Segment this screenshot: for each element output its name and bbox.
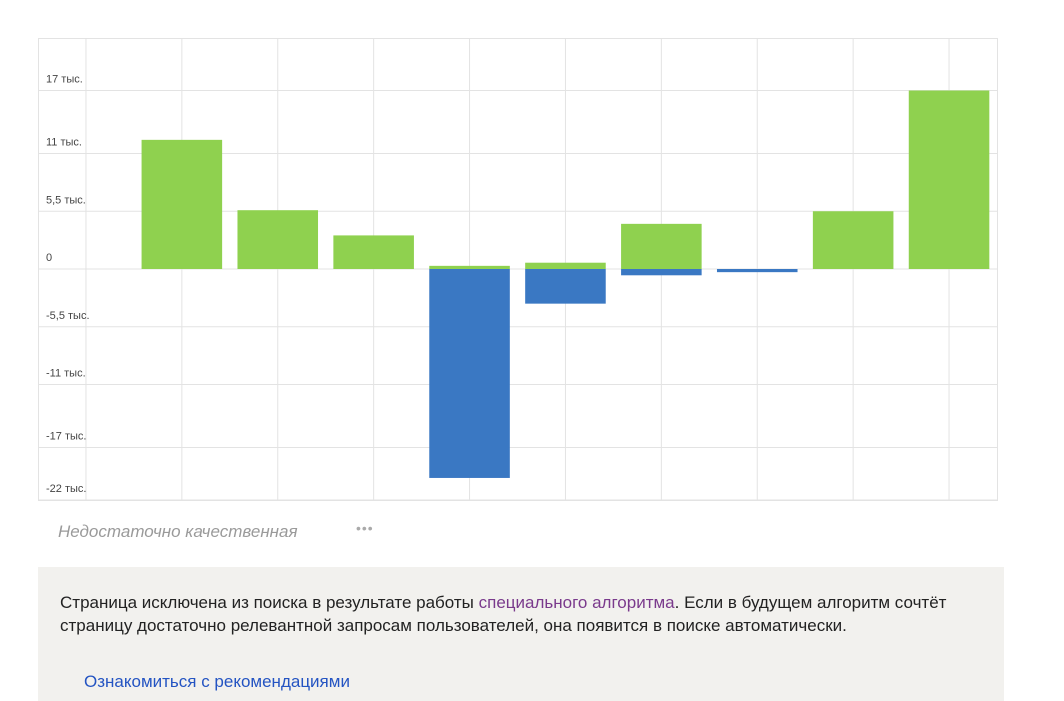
y-tick-label: -11 тыс. xyxy=(46,368,86,380)
notice-text: Страница исключена из поиска в результат… xyxy=(60,593,479,612)
bar xyxy=(237,210,319,269)
y-tick-label: -17 тыс. xyxy=(46,431,86,443)
more-icon[interactable]: ••• xyxy=(356,520,374,536)
notice-panel: Страница исключена из поиска в результат… xyxy=(38,567,1004,701)
recommendations-link[interactable]: Ознакомиться с рекомендациями xyxy=(84,672,350,691)
bar xyxy=(716,269,798,273)
status: Недостаточно качественная xyxy=(58,522,298,541)
bar xyxy=(908,90,990,269)
y-tick-label: -22 тыс. xyxy=(46,483,86,495)
bar xyxy=(429,265,510,269)
bar xyxy=(141,139,223,269)
notice-text: Страница исключена из поиска в результат… xyxy=(60,591,970,637)
bar xyxy=(621,269,702,276)
y-tick-label: 0 xyxy=(46,252,52,264)
chart: 17 тыс. 11 тыс. 5,5 тыс. 0 -5,5 тыс. -11 тыс.… xyxy=(38,38,998,501)
y-tick-label: 17 тыс. xyxy=(46,74,83,86)
bar xyxy=(333,235,414,269)
algorithm-link[interactable]: специального алгоритма xyxy=(478,593,675,612)
bar xyxy=(429,269,510,478)
bar xyxy=(812,211,894,269)
bar xyxy=(525,269,606,304)
y-tick-label: 11 тыс. xyxy=(46,137,82,149)
y-tick-label: 5,5 тыс. xyxy=(46,194,86,206)
bar xyxy=(621,223,702,269)
bar xyxy=(525,262,606,269)
notice-text: . Если в будущем алгоритм сочтёт страниц… xyxy=(60,593,947,635)
y-tick-label: -5,5 тыс. xyxy=(46,310,90,322)
